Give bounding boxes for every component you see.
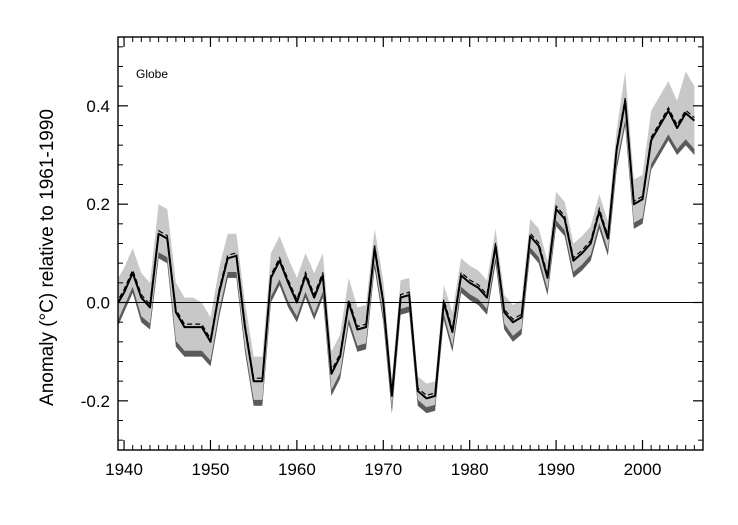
x-tick-label: 1990 [537, 460, 575, 479]
x-tick-label: 1980 [451, 460, 489, 479]
y-axis-title: Anomaly (°C) relative to 1961-1990 [37, 109, 58, 406]
x-tick-label: 1960 [278, 460, 316, 479]
x-tick-label: 1950 [192, 460, 230, 479]
inner-uncertainty-band [118, 119, 695, 414]
y-tick-label: 0.2 [86, 195, 110, 214]
x-tick-label: 2000 [624, 460, 662, 479]
uncertainty-bands [118, 71, 695, 414]
series-line-main [118, 99, 696, 400]
x-tick-label: 1970 [364, 460, 402, 479]
x-tick-label: 1940 [105, 460, 143, 479]
y-axis-ticks: -0.2 0.0 0.2 0.4 [81, 46, 703, 441]
plot-frame [117, 36, 704, 451]
y-tick-label: 0.0 [86, 294, 110, 313]
series-lines [118, 97, 696, 400]
y-tick-label: 0.4 [86, 97, 110, 116]
outer-uncertainty-band [118, 71, 695, 414]
x-axis-ticks: 1940 1950 1960 1970 1980 1990 2000 [105, 37, 695, 479]
y-tick-label: -0.2 [81, 392, 110, 411]
series-line-dashed [118, 97, 695, 397]
region-annotation: Globe [136, 67, 168, 81]
